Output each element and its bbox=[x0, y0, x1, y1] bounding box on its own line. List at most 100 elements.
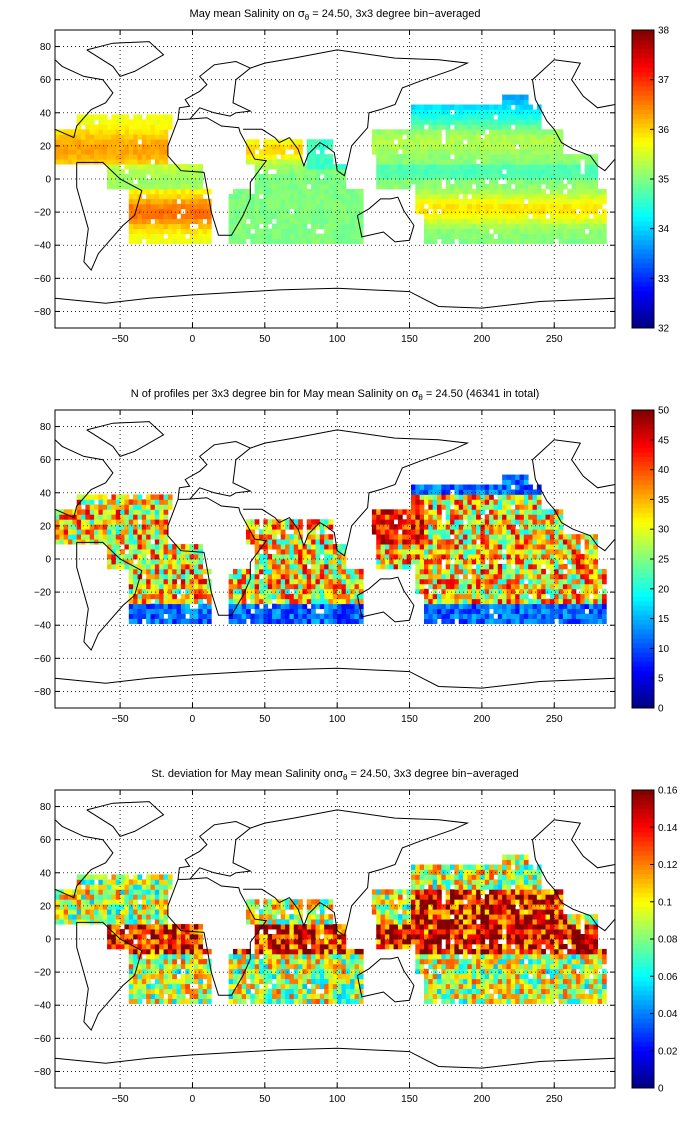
heatmap-cell bbox=[415, 549, 421, 555]
heatmap-cell bbox=[458, 228, 464, 235]
heatmap-cell bbox=[280, 233, 286, 239]
heatmap-cell bbox=[107, 179, 112, 185]
heatmap-cell bbox=[571, 559, 577, 565]
heatmap-cell bbox=[328, 534, 334, 540]
colorbar-step bbox=[632, 577, 654, 583]
heatmap-cell bbox=[250, 238, 256, 244]
heatmap-cell bbox=[489, 563, 494, 570]
heatmap-cell bbox=[193, 593, 199, 600]
heatmap-cell bbox=[428, 554, 434, 560]
heatmap-cell bbox=[562, 233, 568, 239]
heatmap-cell bbox=[102, 519, 108, 525]
colorbar-tick-label: 20 bbox=[658, 584, 670, 595]
heatmap-cell bbox=[72, 154, 78, 160]
heatmap-cell bbox=[115, 889, 121, 895]
heatmap-cell bbox=[306, 164, 312, 170]
heatmap-cell bbox=[437, 563, 442, 570]
profile-count-panel: N of profiles per 3x3 degree bin for May… bbox=[0, 380, 696, 760]
heatmap-cell bbox=[441, 578, 447, 585]
heatmap-cell bbox=[324, 193, 329, 200]
heatmap-cell bbox=[267, 519, 273, 525]
heatmap-cell bbox=[567, 559, 572, 565]
heatmap-cell bbox=[128, 968, 134, 975]
heatmap-cell bbox=[393, 534, 399, 540]
heatmap-cell bbox=[141, 514, 147, 520]
heatmap-cell bbox=[601, 238, 607, 244]
heatmap-cell bbox=[497, 529, 503, 535]
heatmap-cell bbox=[111, 929, 117, 935]
heatmap-cell bbox=[154, 198, 160, 205]
heatmap-cell bbox=[476, 484, 481, 490]
heatmap-cell bbox=[350, 593, 355, 600]
colorbar-step bbox=[632, 586, 654, 593]
heatmap-cell bbox=[193, 198, 199, 205]
heatmap-cell bbox=[289, 578, 295, 585]
heatmap-cell bbox=[124, 144, 130, 150]
heatmap-cell bbox=[293, 588, 299, 595]
heatmap-cell bbox=[124, 539, 130, 545]
heatmap-cell bbox=[506, 218, 512, 225]
heatmap-cell bbox=[120, 114, 125, 120]
heatmap-cell bbox=[111, 924, 117, 930]
heatmap-cell bbox=[371, 514, 377, 520]
heatmap-cell bbox=[315, 534, 321, 540]
heatmap-cell bbox=[393, 164, 399, 170]
heatmap-cell bbox=[575, 203, 581, 210]
heatmap-cell bbox=[493, 539, 499, 545]
heatmap-cell bbox=[137, 509, 143, 515]
heatmap-cell bbox=[107, 519, 112, 525]
heatmap-cell bbox=[463, 618, 468, 624]
colorbar-step bbox=[632, 113, 654, 119]
heatmap-cell bbox=[480, 519, 486, 525]
heatmap-cell bbox=[202, 198, 208, 205]
heatmap-cell bbox=[167, 559, 173, 565]
heatmap-cell bbox=[180, 568, 186, 575]
heatmap-cell bbox=[437, 573, 442, 580]
heatmap-cell bbox=[298, 228, 303, 235]
heatmap-cell bbox=[562, 174, 568, 180]
heatmap-cell bbox=[328, 174, 334, 180]
heatmap-cell bbox=[185, 603, 190, 610]
heatmap-cell bbox=[111, 914, 117, 920]
heatmap-cell bbox=[293, 568, 299, 575]
heatmap-cell bbox=[167, 554, 173, 560]
heatmap-cell bbox=[536, 529, 542, 535]
heatmap-cell bbox=[324, 188, 329, 195]
heatmap-cell bbox=[562, 203, 568, 210]
heatmap-cell bbox=[306, 218, 312, 225]
heatmap-cell bbox=[380, 174, 386, 180]
heatmap-cell bbox=[502, 183, 507, 190]
heatmap-cell bbox=[124, 919, 130, 925]
heatmap-cell bbox=[180, 549, 186, 555]
heatmap-cell bbox=[272, 144, 277, 150]
heatmap-cell bbox=[289, 203, 295, 210]
heatmap-cell bbox=[580, 179, 586, 185]
heatmap-cell bbox=[476, 603, 481, 610]
heatmap-cell bbox=[150, 114, 156, 120]
heatmap-cell bbox=[133, 909, 138, 915]
heatmap-cell bbox=[198, 563, 203, 570]
heatmap-cell bbox=[458, 159, 464, 165]
heatmap-cell bbox=[293, 159, 299, 165]
heatmap-cell bbox=[272, 203, 277, 210]
heatmap-cell bbox=[159, 149, 164, 155]
heatmap-cell bbox=[471, 144, 477, 150]
heatmap-cell bbox=[497, 169, 503, 175]
heatmap-cell bbox=[115, 114, 121, 120]
heatmap-cell bbox=[150, 563, 156, 570]
heatmap-cell bbox=[180, 593, 186, 600]
heatmap-cell bbox=[510, 193, 516, 200]
heatmap-cell bbox=[554, 559, 559, 565]
heatmap-cell bbox=[554, 233, 559, 239]
heatmap-cell bbox=[85, 499, 91, 505]
heatmap-cell bbox=[306, 618, 312, 624]
heatmap-cell bbox=[285, 208, 290, 215]
heatmap-cell bbox=[415, 583, 421, 590]
colorbar-step bbox=[632, 619, 654, 625]
heatmap-cell bbox=[567, 593, 572, 600]
heatmap-cell bbox=[441, 193, 447, 200]
heatmap-cell bbox=[441, 573, 447, 580]
heatmap-cell bbox=[580, 618, 586, 624]
heatmap-cell bbox=[528, 129, 533, 135]
heatmap-cell bbox=[298, 218, 303, 225]
